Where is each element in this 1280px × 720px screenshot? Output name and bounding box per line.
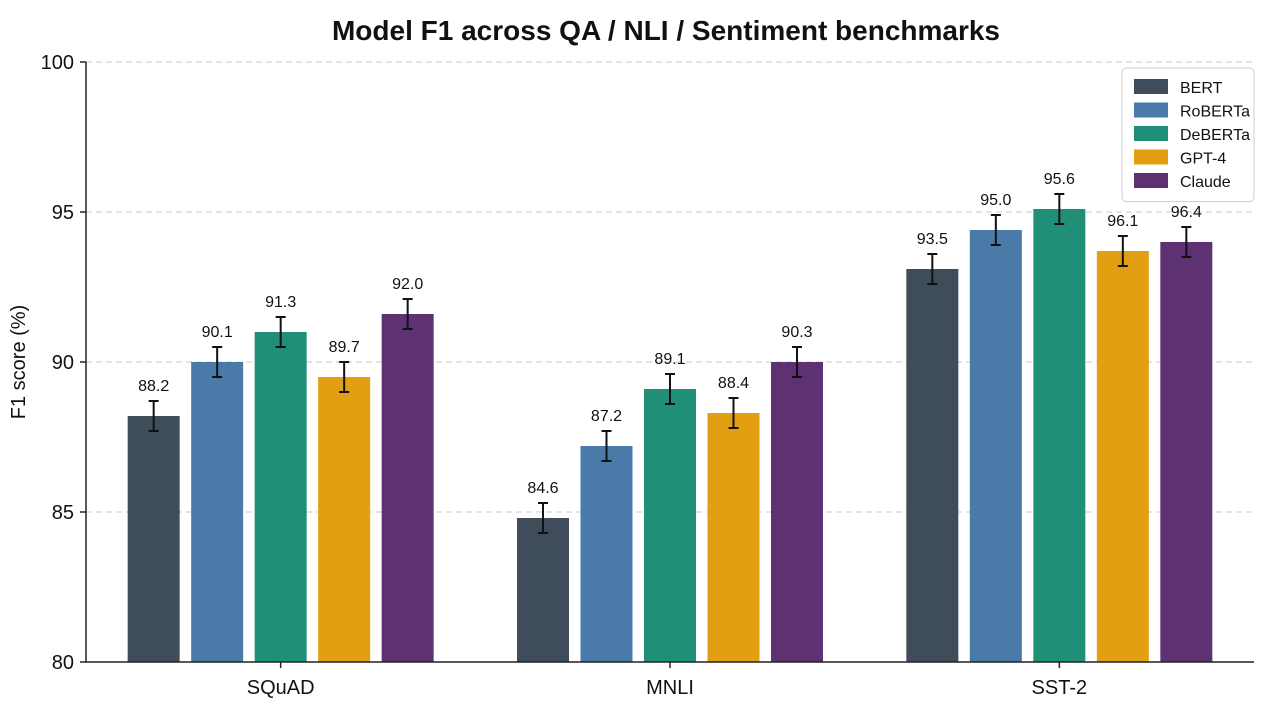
data-label: 95.6 — [1044, 171, 1075, 188]
data-label: 87.2 — [591, 408, 622, 425]
legend-label: RoBERTa — [1180, 104, 1250, 121]
bar-claude-mnli — [771, 362, 823, 662]
bar-bert-squad — [127, 416, 180, 662]
legend-swatch — [1134, 173, 1168, 188]
y-axis-title: F1 score (%) — [8, 305, 30, 419]
data-label: 96.1 — [1107, 213, 1138, 230]
data-labels-group: 88.2 90.1 91.3 89.7 92.0 84.6 87.2 89.1 88.4 90.3… — [138, 171, 1202, 497]
bar-bert-sst-2 — [906, 269, 959, 662]
bar-gpt-4-mnli — [707, 413, 760, 662]
data-label: 92.0 — [392, 276, 423, 293]
y-tick-label: 80 — [52, 652, 74, 674]
bar-gpt-4-sst-2 — [1096, 251, 1149, 662]
bar-bert-mnli — [517, 518, 569, 662]
bar-claude-sst-2 — [1160, 242, 1213, 662]
x-tick-label: SST-2 — [1032, 677, 1088, 699]
data-label: 90.1 — [202, 324, 233, 341]
bar-deberta-squad — [254, 332, 307, 662]
data-label: 93.5 — [917, 231, 948, 248]
bar-deberta-sst-2 — [1033, 209, 1086, 662]
bar-roberta-mnli — [580, 446, 633, 662]
data-label: 89.7 — [329, 339, 360, 356]
bar-roberta-squad — [191, 362, 244, 662]
legend-label: DeBERTa — [1180, 127, 1250, 144]
bar-deberta-mnli — [644, 389, 696, 662]
error-bars-group — [148, 193, 1192, 534]
legend-swatch — [1134, 126, 1168, 141]
data-label: 90.3 — [781, 324, 812, 341]
data-label: 89.1 — [654, 351, 685, 368]
data-label: 88.2 — [138, 378, 169, 395]
x-tick-label: SQuAD — [247, 677, 315, 699]
legend: BERT RoBERTa DeBERTa GPT-4 Claude — [1121, 67, 1255, 202]
x-tick-label: MNLI — [646, 677, 694, 699]
y-tick-label: 100 — [41, 52, 74, 74]
axes: 80 85 90 95 100 SQuAD MNLI SST-2 — [41, 52, 1254, 699]
legend-label: Claude — [1180, 174, 1231, 191]
bar-claude-squad — [381, 314, 434, 662]
data-label: 96.4 — [1171, 204, 1202, 221]
y-tick-label: 95 — [52, 202, 74, 224]
legend-swatch — [1134, 149, 1168, 165]
y-tick-label: 90 — [52, 352, 74, 374]
data-label: 84.6 — [527, 480, 558, 497]
legend-label: GPT-4 — [1180, 151, 1226, 168]
legend-swatch — [1134, 79, 1168, 94]
bar-roberta-sst-2 — [969, 230, 1022, 662]
data-label: 95.0 — [980, 192, 1011, 209]
y-tick-label: 85 — [52, 502, 74, 524]
legend-swatch — [1134, 102, 1168, 118]
chart-title: Model F1 across QA / NLI / Sentiment ben… — [332, 15, 1000, 46]
legend-frame — [1121, 67, 1255, 202]
legend-label: BERT — [1180, 80, 1223, 97]
data-label: 88.4 — [718, 375, 749, 392]
bars-group — [127, 209, 1213, 662]
data-label: 91.3 — [265, 294, 296, 311]
bar-gpt-4-squad — [318, 377, 371, 662]
